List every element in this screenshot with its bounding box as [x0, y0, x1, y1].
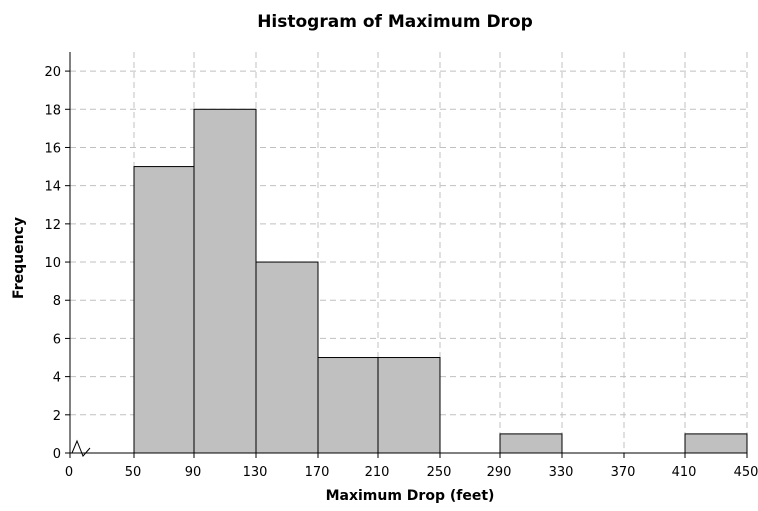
x-tick-label: 250 [427, 465, 452, 480]
histogram-bar [133, 166, 195, 454]
y-tick-label: 14 [44, 180, 61, 195]
histogram-bar [255, 261, 319, 454]
x-tick-label: 210 [365, 465, 390, 480]
y-tick-label: 8 [53, 294, 61, 309]
histogram-bars [133, 108, 748, 454]
y-tick-label: 16 [44, 141, 61, 156]
x-tick-label: 410 [672, 465, 697, 480]
y-tick-label: 20 [44, 65, 61, 80]
x-tick-label: 290 [487, 465, 512, 480]
x-tick-label: 90 [185, 465, 202, 480]
x-tick-label: 330 [549, 465, 574, 480]
chart-title: Histogram of Maximum Drop [257, 12, 533, 32]
x-tick-label: 450 [734, 465, 758, 480]
x-tick-label: 50 [125, 465, 142, 480]
y-tick-label: 4 [53, 371, 61, 386]
x-tick-label: 170 [305, 465, 330, 480]
x-tick-label: 130 [243, 465, 268, 480]
axes [65, 52, 748, 458]
histogram-bar [499, 433, 563, 454]
axis-break-marker [71, 439, 91, 457]
x-axis-label: Maximum Drop (feet) [326, 488, 495, 504]
y-tick-label: 18 [44, 103, 61, 118]
tick-labels: 0 2 4 6 8 10 12 14 16 18 20 0 50 90 130 170 210 250 290 330… [44, 65, 758, 480]
x-tick-label: 370 [611, 465, 636, 480]
y-tick-label: 10 [44, 256, 61, 271]
y-tick-label: 6 [53, 332, 61, 347]
y-tick-label: 0 [53, 447, 61, 462]
y-tick-label: 12 [44, 218, 61, 233]
y-tick-label: 2 [53, 409, 61, 424]
x-tick-label: 0 [65, 465, 73, 480]
grid-lines [70, 52, 748, 453]
histogram-bar [317, 357, 379, 454]
histogram-bar [193, 108, 257, 454]
y-axis-label: Frequency [11, 217, 27, 299]
histogram-bar [684, 433, 748, 454]
histogram-bar [377, 357, 441, 454]
